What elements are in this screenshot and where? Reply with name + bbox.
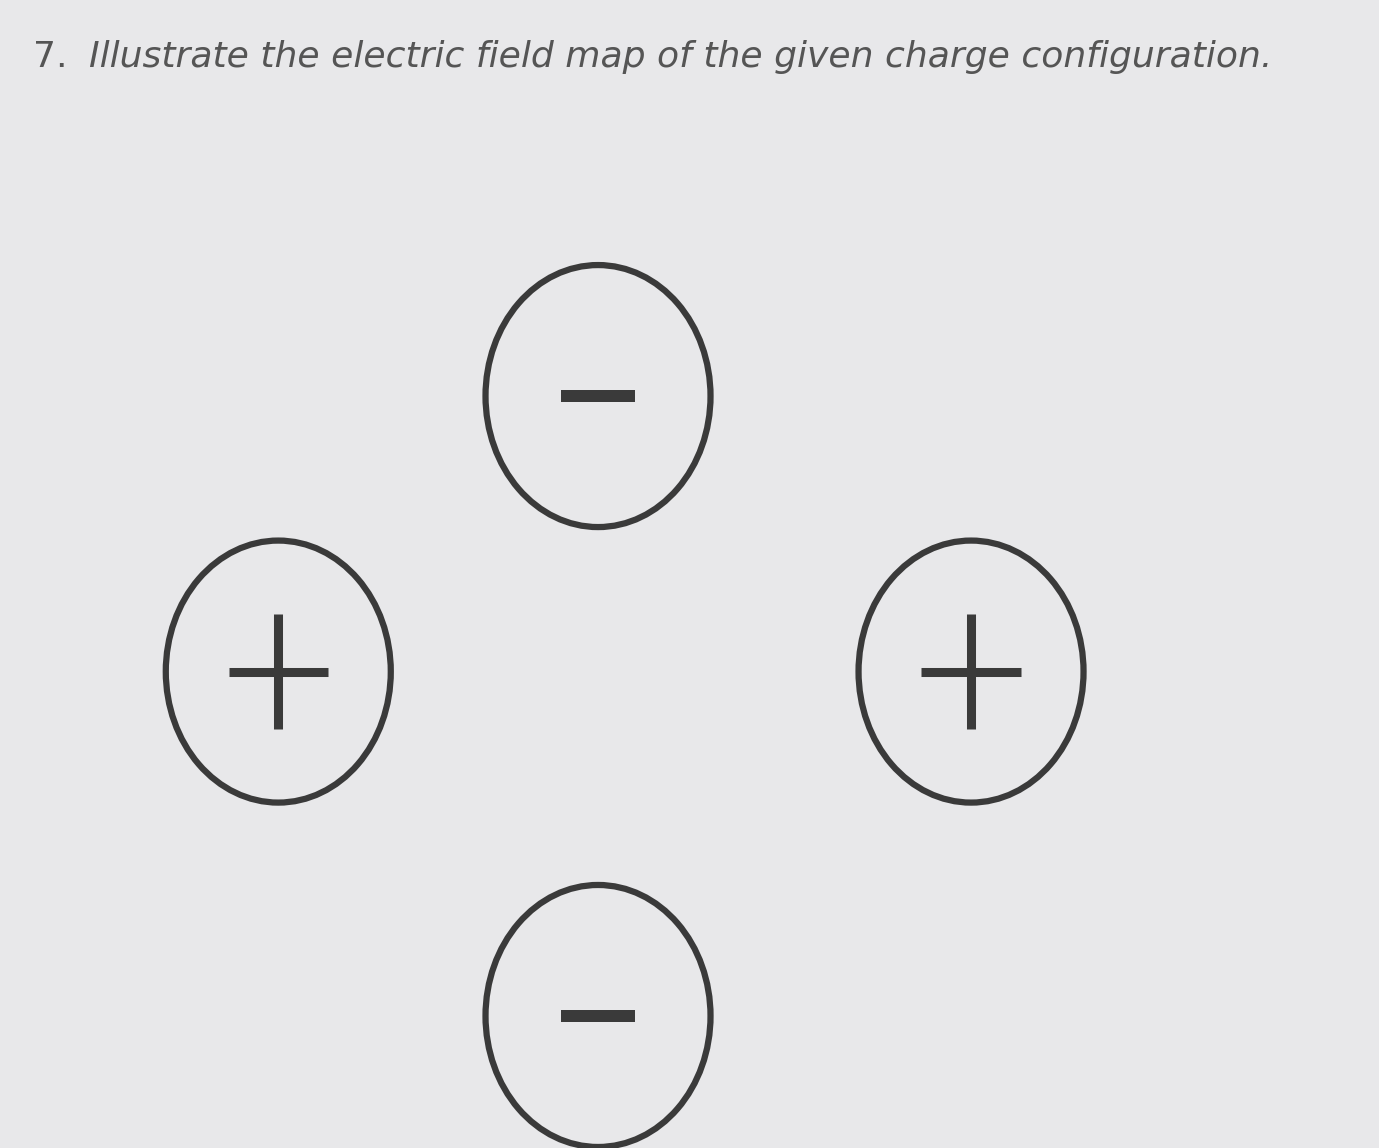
Text: Illustrate the electric field map of the given charge configuration.: Illustrate the electric field map of the… — [88, 40, 1273, 75]
FancyBboxPatch shape — [561, 1010, 634, 1022]
Text: 7.: 7. — [33, 40, 68, 75]
FancyBboxPatch shape — [561, 390, 634, 402]
